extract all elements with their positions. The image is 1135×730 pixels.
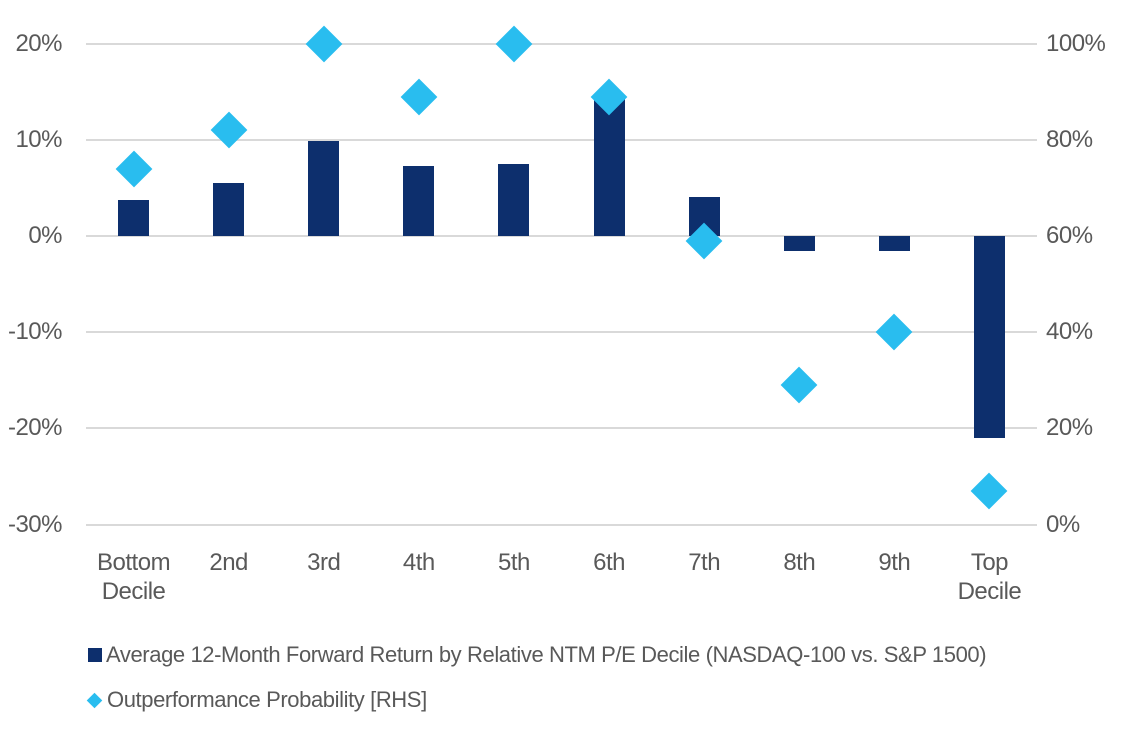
right-axis-tick: 60% [1046, 222, 1093, 250]
gridline [86, 139, 1037, 142]
left-axis-tick: 10% [15, 126, 62, 154]
gridline [86, 523, 1037, 526]
x-axis-label: Top Decile [957, 549, 1022, 605]
gridline [86, 235, 1037, 238]
return-bar [403, 166, 435, 237]
return-bar [213, 183, 245, 237]
x-axis-label: 7th [688, 549, 721, 576]
gridline [86, 43, 1037, 45]
legend: Average 12-Month Forward Return by Relat… [86, 641, 987, 714]
right-axis-tick: 100% [1046, 30, 1106, 57]
return-bar [593, 96, 625, 237]
probability-diamond-marker [210, 112, 248, 149]
probability-diamond-marker [780, 366, 818, 404]
diamond-series-swatch-icon [86, 692, 103, 708]
x-axis-label: 9th [878, 549, 911, 576]
diamond-series-label: Outperformance Probability [RHS] [107, 687, 427, 712]
probability-diamond-marker [400, 78, 438, 116]
gridline [86, 427, 1037, 430]
gridline [86, 331, 1037, 334]
left-axis-tick: -30% [7, 510, 63, 538]
probability-diamond-marker [115, 150, 152, 188]
return-bar [118, 199, 150, 237]
right-axis-tick: 80% [1046, 126, 1093, 154]
x-axis-label: 2nd [209, 549, 248, 576]
return-bar [973, 236, 1005, 438]
probability-diamond-marker [971, 472, 1008, 510]
legend-item-forward-return: Average 12-Month Forward Return by Relat… [88, 641, 987, 669]
x-axis-label: 5th [498, 549, 530, 576]
bar-series-label: Average 12-Month Forward Return by Relat… [106, 642, 987, 667]
x-axis-label: Bottom Decile [97, 549, 171, 605]
return-bar [878, 236, 910, 251]
left-axis-tick: 20% [15, 30, 62, 57]
probability-diamond-marker [495, 25, 533, 63]
right-axis-tick: 0% [1046, 510, 1080, 538]
return-bar [308, 141, 340, 237]
right-axis-tick: 20% [1046, 414, 1093, 442]
x-axis-label: 6th [593, 549, 625, 576]
left-axis-tick: 0% [28, 222, 62, 250]
x-axis-label: 8th [783, 549, 816, 576]
left-axis-tick: -10% [7, 318, 63, 346]
return-bar [498, 164, 530, 237]
left-axis-tick: -20% [7, 414, 63, 442]
probability-diamond-marker [305, 25, 343, 63]
right-axis-tick: 40% [1046, 318, 1093, 346]
legend-item-outperformance-probability: Outperformance Probability [RHS] [86, 686, 986, 714]
x-axis-label: 4th [402, 549, 435, 576]
x-axis-label: 3rd [307, 549, 341, 576]
probability-diamond-marker [875, 313, 913, 351]
bar-series-swatch-icon [88, 648, 102, 662]
return-bar [783, 236, 815, 251]
